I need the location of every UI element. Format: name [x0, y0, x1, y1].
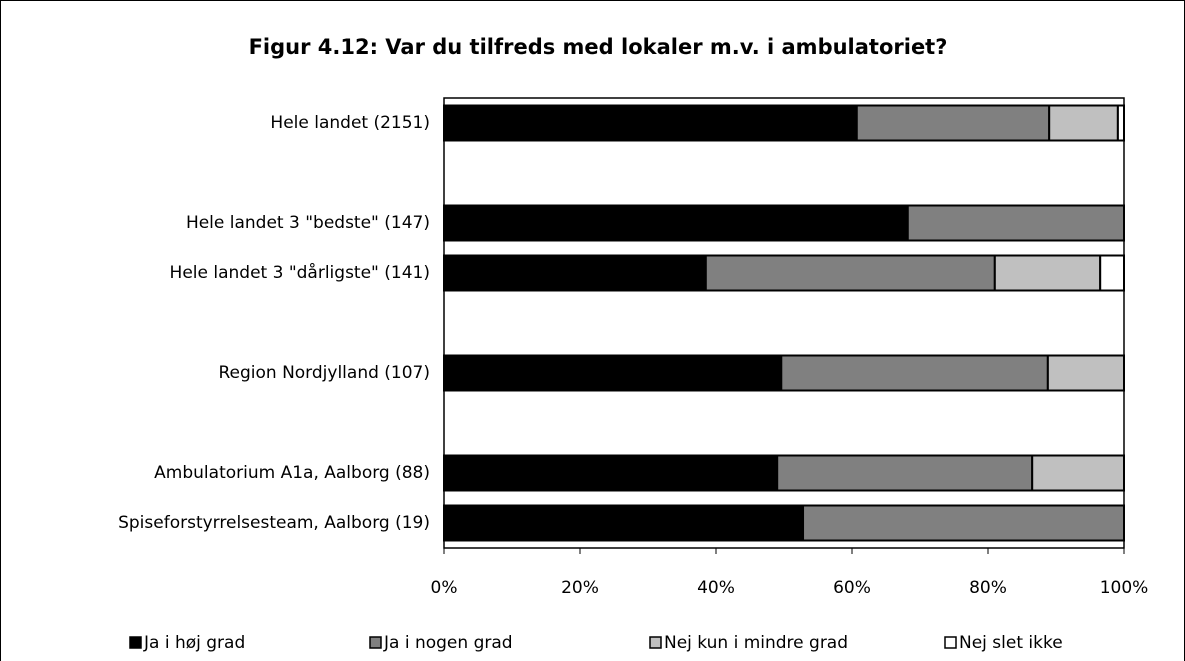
x-tick-label: 60% — [833, 578, 871, 598]
bar-segment — [443, 104, 858, 142]
bar-segment — [855, 104, 1051, 142]
bar-segment — [780, 354, 1049, 392]
y-tick-label: Hele landet 3 "bedste" (147) — [186, 213, 430, 233]
bar-segment — [1046, 354, 1125, 392]
x-tick-label: 20% — [561, 578, 599, 598]
x-tick-label: 100% — [1100, 578, 1149, 598]
bar-segment — [776, 454, 1034, 492]
bar-segment — [802, 504, 1125, 542]
chart-title: Figur 4.12: Var du tilfreds med lokaler … — [249, 35, 948, 59]
legend-label: Ja i nogen grad — [383, 633, 513, 653]
bar-segment — [1099, 254, 1125, 292]
legend-label: Nej kun i mindre grad — [664, 633, 848, 653]
bar-segment — [443, 454, 779, 492]
bar-segment — [443, 504, 805, 542]
bar-segment — [1116, 104, 1126, 142]
legend-label: Nej slet ikke — [959, 633, 1063, 653]
y-tick-label: Region Nordjylland (107) — [218, 363, 430, 383]
legend-swatch — [369, 636, 382, 649]
bar-segment — [443, 254, 707, 292]
x-tick-label: 0% — [431, 578, 458, 598]
legend-swatch — [944, 636, 957, 649]
bar-segment — [704, 254, 996, 292]
legend-swatch — [129, 636, 142, 649]
legend-label: Ja i høj grad — [143, 633, 245, 653]
x-tick-label: 80% — [969, 578, 1007, 598]
bar-segment — [1048, 104, 1119, 142]
y-tick-label: Ambulatorium A1a, Aalborg (88) — [154, 463, 430, 483]
bar-segment — [443, 204, 909, 242]
y-tick-label: Hele landet 3 "dårligste" (141) — [170, 262, 430, 283]
bar-segment — [443, 354, 783, 392]
bar-segment — [906, 204, 1126, 242]
legend-swatch — [649, 636, 662, 649]
x-tick-label: 40% — [697, 578, 735, 598]
bar-segment — [993, 254, 1102, 292]
bar-segment — [1031, 454, 1125, 492]
y-tick-label: Spiseforstyrrelsesteam, Aalborg (19) — [118, 513, 430, 533]
y-tick-label: Hele landet (2151) — [270, 113, 430, 133]
